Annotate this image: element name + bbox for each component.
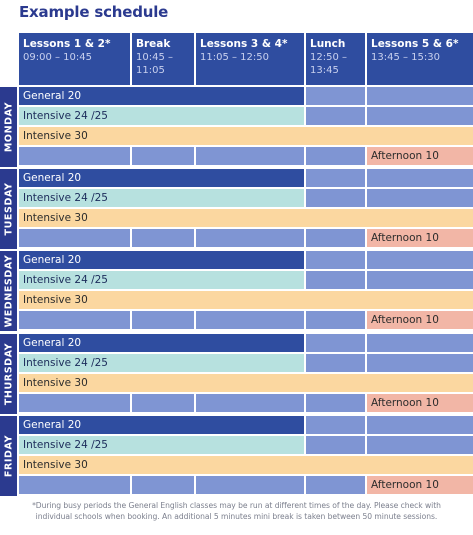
- grid-cell: [196, 311, 304, 329]
- header-lessons-1-2-label: Lessons 1 & 2*: [23, 38, 111, 50]
- header-lessons-3-4: Lessons 3 & 4* 11:05 – 12:50: [196, 33, 304, 85]
- grid-cell: [367, 189, 473, 207]
- header-lunch-label: Lunch: [310, 38, 346, 50]
- grid-cell: [19, 229, 130, 247]
- grid-cell: [306, 229, 365, 247]
- grid-cell: [196, 229, 304, 247]
- day-block-friday: FRIDAY General 20 Intensive 24 /25 Intensiv…: [0, 416, 473, 496]
- general-20-bar: General 20: [19, 416, 304, 434]
- grid-cell: [306, 271, 365, 289]
- header-break-time: 10:45 – 11:05: [136, 52, 173, 76]
- grid-cell: [306, 169, 365, 187]
- grid-cell: [306, 476, 365, 494]
- grid-cell: [196, 147, 304, 165]
- header-lessons-5-6-time: 13:45 – 15:30: [371, 52, 440, 63]
- grid-cell: [367, 334, 473, 352]
- grid-cell: [306, 87, 365, 105]
- schedule-header: Lessons 1 & 2* 09:00 – 10:45 Break 10:45…: [0, 33, 473, 85]
- header-lessons-1-2: Lessons 1 & 2* 09:00 – 10:45: [19, 33, 130, 85]
- general-20-bar: General 20: [19, 334, 304, 352]
- afternoon-10-bar: Afternoon 10: [367, 311, 473, 329]
- day-label-tab: MONDAY: [0, 87, 17, 167]
- grid-cell: [306, 311, 365, 329]
- intensive-24-25-bar: Intensive 24 /25: [19, 107, 304, 125]
- header-break-label: Break: [136, 38, 171, 50]
- day-label: MONDAY: [3, 101, 14, 153]
- header-break: Break 10:45 – 11:05: [132, 33, 194, 85]
- grid-cell: [367, 169, 473, 187]
- header-lunch: Lunch 12:50 – 13:45: [306, 33, 365, 85]
- header-lessons-5-6: Lessons 5 & 6* 13:45 – 15:30: [367, 33, 473, 85]
- grid-cell: [132, 147, 194, 165]
- day-label-tab: WEDNESDAY: [0, 251, 17, 331]
- page-title: Example schedule: [19, 3, 169, 21]
- grid-cell: [196, 394, 304, 412]
- grid-cell: [19, 394, 130, 412]
- grid-cell: [367, 87, 473, 105]
- day-block-monday: MONDAY General 20 Intensive 24 /25 Intensiv…: [0, 87, 473, 167]
- intensive-30-bar: Intensive 30: [19, 127, 473, 145]
- header-lessons-3-4-time: 11:05 – 12:50: [200, 52, 269, 63]
- header-lessons-5-6-label: Lessons 5 & 6*: [371, 38, 459, 50]
- grid-cell: [19, 476, 130, 494]
- grid-cell: [306, 189, 365, 207]
- grid-cell: [306, 354, 365, 372]
- day-label: TUESDAY: [3, 182, 14, 236]
- intensive-30-bar: Intensive 30: [19, 374, 473, 392]
- afternoon-10-bar: Afternoon 10: [367, 394, 473, 412]
- general-20-bar: General 20: [19, 169, 304, 187]
- day-label: WEDNESDAY: [3, 254, 14, 328]
- header-lunch-time: 12:50 – 13:45: [310, 52, 347, 76]
- general-20-bar: General 20: [19, 87, 304, 105]
- grid-cell: [367, 436, 473, 454]
- afternoon-10-bar: Afternoon 10: [367, 476, 473, 494]
- grid-cell: [306, 107, 365, 125]
- intensive-24-25-bar: Intensive 24 /25: [19, 189, 304, 207]
- day-block-tuesday: TUESDAY General 20 Intensive 24 /25 Intensi…: [0, 169, 473, 249]
- day-block-wednesday: WEDNESDAY General 20 Intensive 24 /25 Inten…: [0, 251, 473, 331]
- intensive-30-bar: Intensive 30: [19, 456, 473, 474]
- grid-cell: [306, 416, 365, 434]
- grid-cell: [306, 436, 365, 454]
- intensive-24-25-bar: Intensive 24 /25: [19, 354, 304, 372]
- grid-cell: [306, 147, 365, 165]
- day-label: THURSDAY: [3, 342, 14, 406]
- header-lessons-3-4-label: Lessons 3 & 4*: [200, 38, 288, 50]
- grid-cell: [306, 394, 365, 412]
- intensive-30-bar: Intensive 30: [19, 291, 473, 309]
- day-label-tab: THURSDAY: [0, 334, 17, 414]
- afternoon-10-bar: Afternoon 10: [367, 147, 473, 165]
- grid-cell: [306, 251, 365, 269]
- grid-cell: [367, 354, 473, 372]
- grid-cell: [367, 416, 473, 434]
- day-label: FRIDAY: [3, 434, 14, 478]
- general-20-bar: General 20: [19, 251, 304, 269]
- grid-cell: [19, 147, 130, 165]
- grid-cell: [132, 394, 194, 412]
- day-block-thursday: THURSDAY General 20 Intensive 24 /25 Intens…: [0, 334, 473, 414]
- grid-cell: [367, 251, 473, 269]
- grid-cell: [132, 476, 194, 494]
- footnote-line-1: *During busy periods the General English…: [32, 501, 441, 510]
- grid-cell: [132, 311, 194, 329]
- afternoon-10-bar: Afternoon 10: [367, 229, 473, 247]
- grid-cell: [132, 229, 194, 247]
- footnote: *During busy periods the General English…: [0, 500, 473, 522]
- day-label-tab: TUESDAY: [0, 169, 17, 249]
- header-lessons-1-2-time: 09:00 – 10:45: [23, 52, 92, 63]
- grid-cell: [367, 107, 473, 125]
- day-label-tab: FRIDAY: [0, 416, 17, 496]
- grid-cell: [306, 334, 365, 352]
- intensive-30-bar: Intensive 30: [19, 209, 473, 227]
- intensive-24-25-bar: Intensive 24 /25: [19, 436, 304, 454]
- grid-cell: [196, 476, 304, 494]
- footnote-line-2: individual schools when booking. An addi…: [35, 512, 438, 521]
- grid-cell: [19, 311, 130, 329]
- grid-cell: [367, 271, 473, 289]
- intensive-24-25-bar: Intensive 24 /25: [19, 271, 304, 289]
